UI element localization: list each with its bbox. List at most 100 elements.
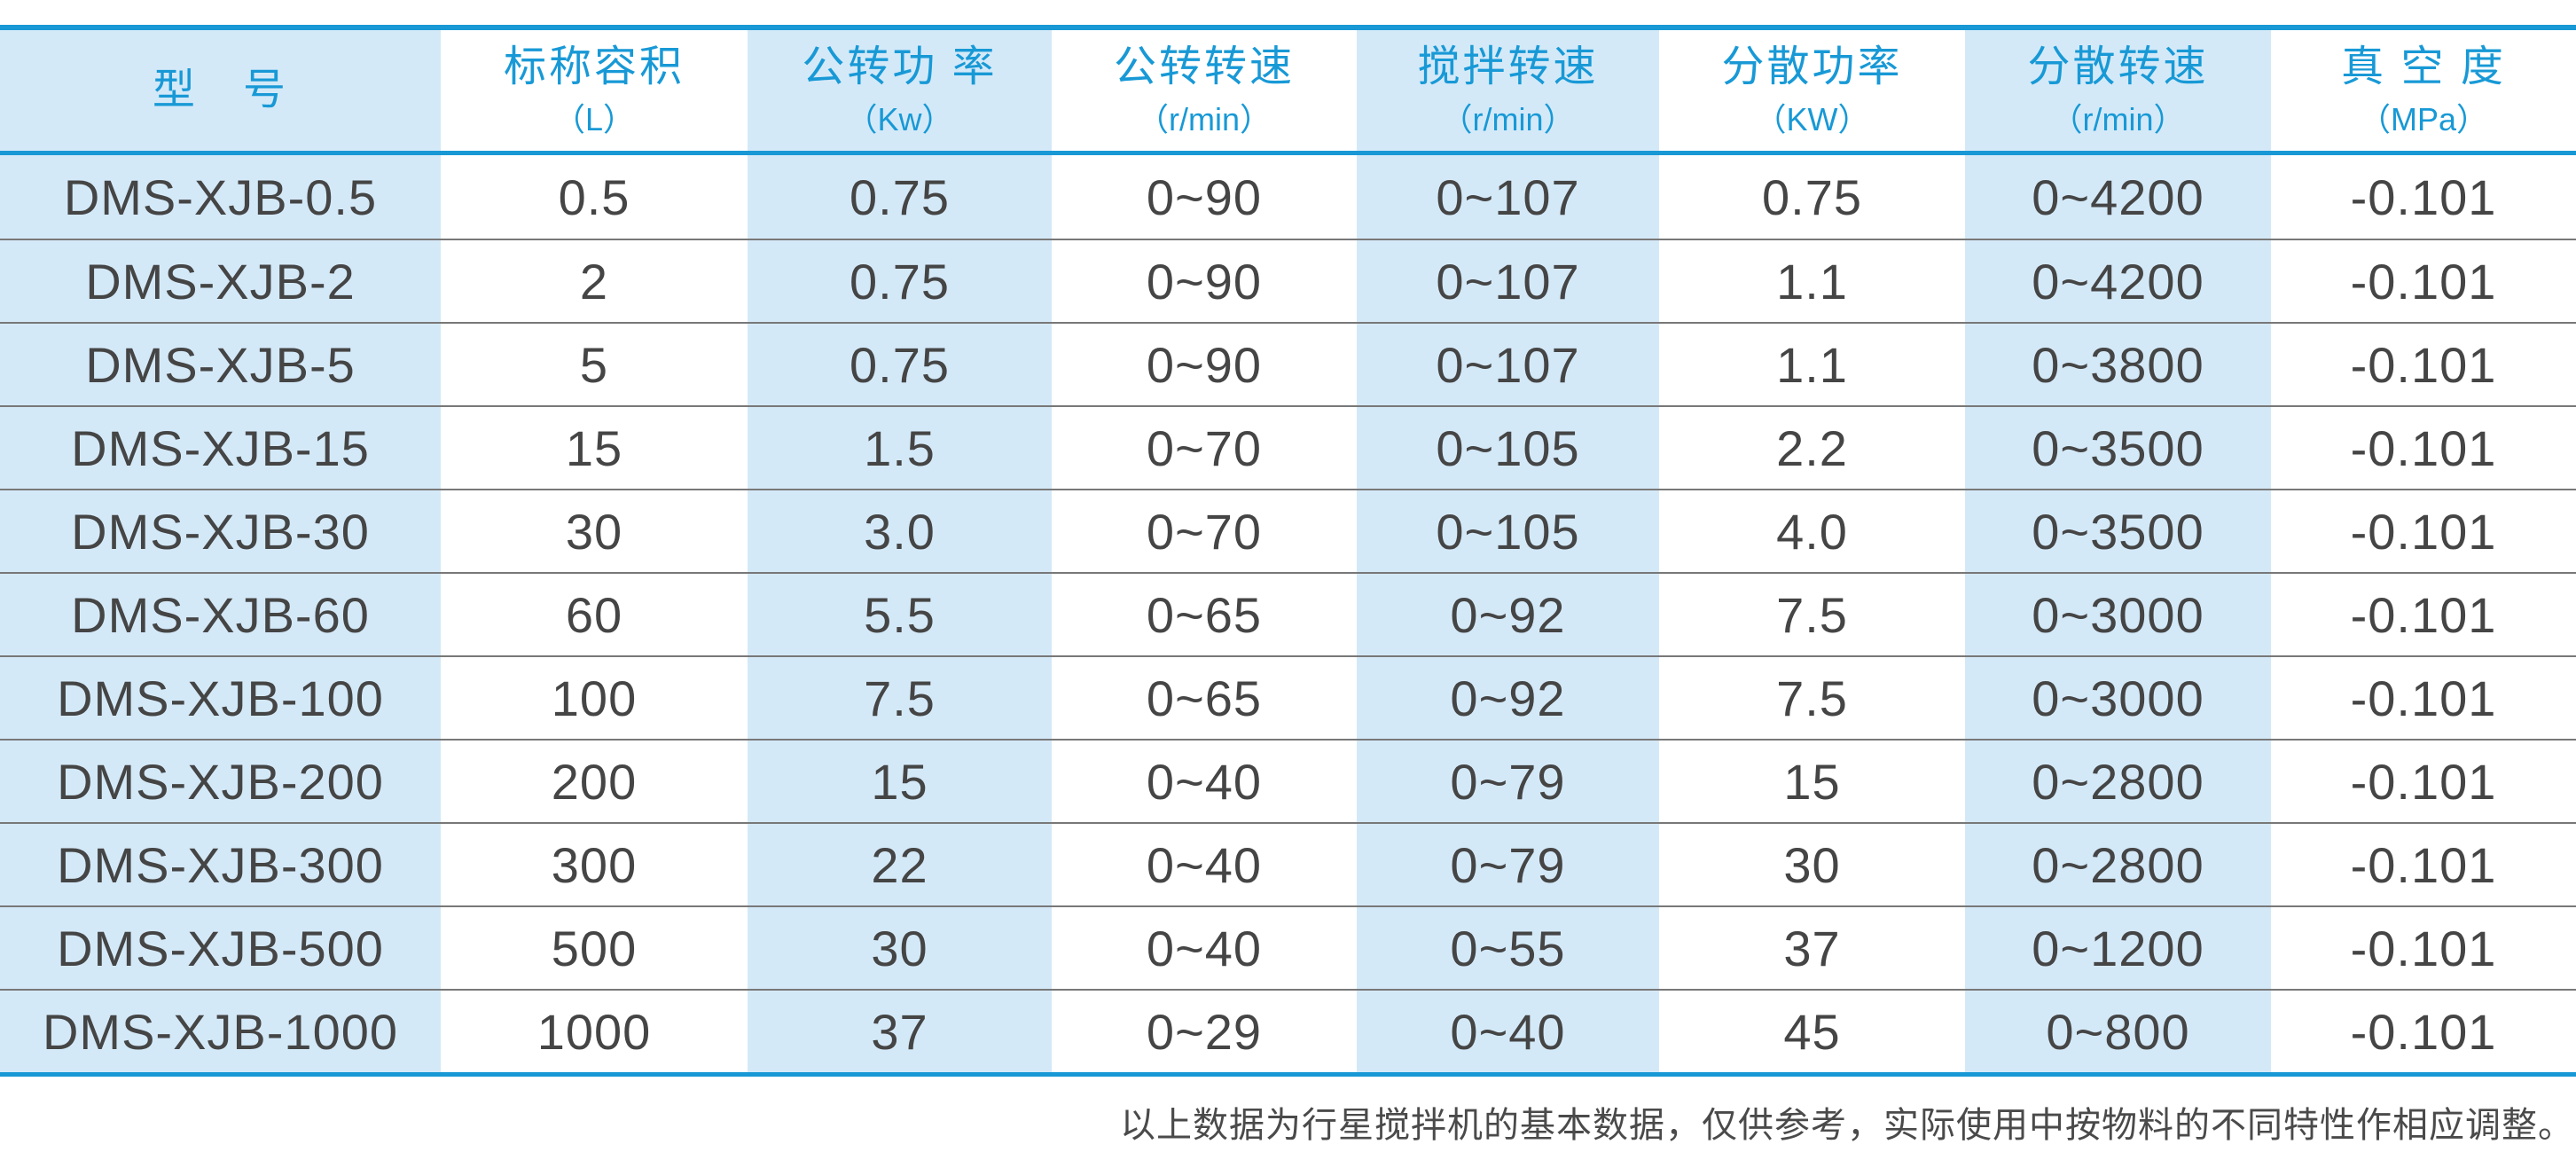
table-row: DMS-XJB-0.5 0.5 0.75 0~90 0~107 0.75 0~4200 -0.…	[0, 155, 2576, 239]
cell-rev-speed: 0~40	[1052, 741, 1357, 822]
header-unit-rev-speed: （r/min）	[1137, 100, 1272, 137]
cell-capacity: 1000	[441, 991, 748, 1072]
cell-rev-power: 22	[748, 824, 1052, 905]
cell-disp-speed: 0~3500	[1965, 407, 2271, 489]
cell-vacuum: -0.101	[2271, 657, 2576, 739]
cell-vacuum: -0.101	[2271, 490, 2576, 572]
cell-rev-speed: 0~40	[1052, 824, 1357, 905]
cell-stir-speed: 0~105	[1357, 407, 1659, 489]
cell-rev-power: 5.5	[748, 574, 1052, 655]
header-label-rev-speed: 公转转速	[1113, 43, 1295, 90]
header-label-vacuum: 真 空 度	[2341, 43, 2506, 90]
cell-model: DMS-XJB-15	[0, 407, 441, 489]
cell-rev-power: 30	[748, 907, 1052, 989]
cell-capacity: 30	[441, 490, 748, 572]
header-unit-disp-power: （KW）	[1754, 100, 1870, 137]
cell-capacity: 200	[441, 741, 748, 822]
cell-stir-speed: 0~92	[1357, 657, 1659, 739]
cell-rev-speed: 0~70	[1052, 407, 1357, 489]
cell-model: DMS-XJB-500	[0, 907, 441, 989]
cell-capacity: 0.5	[441, 155, 748, 239]
table-row: DMS-XJB-15 15 1.5 0~70 0~105 2.2 0~3500 -0.101	[0, 405, 2576, 489]
cell-model: DMS-XJB-1000	[0, 991, 441, 1072]
cell-capacity: 100	[441, 657, 748, 739]
cell-disp-power: 7.5	[1659, 574, 1965, 655]
header-unit-disp-speed: （r/min）	[2050, 100, 2186, 137]
cell-disp-power: 37	[1659, 907, 1965, 989]
header-col-capacity: 标称容积 （L）	[441, 30, 748, 151]
cell-vacuum: -0.101	[2271, 155, 2576, 239]
header-col-rev-speed: 公转转速 （r/min）	[1052, 30, 1357, 151]
cell-rev-speed: 0~90	[1052, 324, 1357, 405]
cell-rev-speed: 0~65	[1052, 657, 1357, 739]
cell-rev-power: 15	[748, 741, 1052, 822]
header-col-disp-speed: 分散转速 （r/min）	[1965, 30, 2271, 151]
cell-disp-power: 30	[1659, 824, 1965, 905]
header-unit-stir-speed: （r/min）	[1440, 100, 1576, 137]
cell-disp-power: 1.1	[1659, 240, 1965, 322]
cell-disp-speed: 0~2800	[1965, 824, 2271, 905]
header-col-vacuum: 真 空 度 （MPa）	[2271, 30, 2576, 151]
table-row: DMS-XJB-1000 1000 37 0~29 0~40 45 0~800 -0.101	[0, 989, 2576, 1072]
cell-disp-speed: 0~2800	[1965, 741, 2271, 822]
table-row: DMS-XJB-500 500 30 0~40 0~55 37 0~1200 -0.101	[0, 905, 2576, 989]
cell-vacuum: -0.101	[2271, 824, 2576, 905]
cell-stir-speed: 0~79	[1357, 824, 1659, 905]
cell-vacuum: -0.101	[2271, 991, 2576, 1072]
table-row: DMS-XJB-300 300 22 0~40 0~79 30 0~2800 -0.101	[0, 822, 2576, 905]
header-unit-rev-power: （Kw）	[845, 100, 954, 137]
cell-rev-speed: 0~65	[1052, 574, 1357, 655]
table-row: DMS-XJB-100 100 7.5 0~65 0~92 7.5 0~3000 -0.101	[0, 655, 2576, 739]
cell-vacuum: -0.101	[2271, 240, 2576, 322]
header-col-disp-power: 分散功率 （KW）	[1659, 30, 1965, 151]
header-label-disp-speed: 分散转速	[2027, 43, 2209, 90]
table-row: DMS-XJB-5 5 0.75 0~90 0~107 1.1 0~3800 -0.101	[0, 322, 2576, 405]
table-row: DMS-XJB-200 200 15 0~40 0~79 15 0~2800 -0.101	[0, 739, 2576, 822]
cell-disp-power: 45	[1659, 991, 1965, 1072]
cell-model: DMS-XJB-60	[0, 574, 441, 655]
header-col-model: 型 号	[0, 30, 441, 151]
cell-vacuum: -0.101	[2271, 574, 2576, 655]
cell-capacity: 5	[441, 324, 748, 405]
cell-model: DMS-XJB-5	[0, 324, 441, 405]
spec-table-body: DMS-XJB-0.5 0.5 0.75 0~90 0~107 0.75 0~4200 -0.…	[0, 155, 2576, 1077]
cell-rev-speed: 0~40	[1052, 907, 1357, 989]
cell-rev-power: 0.75	[748, 324, 1052, 405]
cell-rev-speed: 0~29	[1052, 991, 1357, 1072]
cell-disp-speed: 0~4200	[1965, 155, 2271, 239]
cell-stir-speed: 0~79	[1357, 741, 1659, 822]
spec-table-header: 型 号 标称容积 （L） 公转功 率 （Kw） 公转转速 （r/min） 搅拌转速 （r/min…	[0, 25, 2576, 155]
table-row: DMS-XJB-30 30 3.0 0~70 0~105 4.0 0~3500 -0.101	[0, 489, 2576, 572]
cell-rev-power: 7.5	[748, 657, 1052, 739]
cell-disp-power: 1.1	[1659, 324, 1965, 405]
header-label-capacity: 标称容积	[503, 43, 685, 90]
cell-model: DMS-XJB-2	[0, 240, 441, 322]
cell-rev-power: 0.75	[748, 155, 1052, 239]
cell-stir-speed: 0~40	[1357, 991, 1659, 1072]
header-unit-vacuum: （MPa）	[2358, 100, 2489, 137]
cell-capacity: 60	[441, 574, 748, 655]
cell-disp-power: 2.2	[1659, 407, 1965, 489]
spec-table: 型 号 标称容积 （L） 公转功 率 （Kw） 公转转速 （r/min） 搅拌转速 （r/min…	[0, 25, 2576, 1077]
cell-vacuum: -0.101	[2271, 907, 2576, 989]
cell-model: DMS-XJB-100	[0, 657, 441, 739]
footer-note: 以上数据为行星搅拌机的基本数据，仅供参考，实际使用中按物料的不同特性作相应调整。	[1120, 1105, 2574, 1146]
table-row: DMS-XJB-2 2 0.75 0~90 0~107 1.1 0~4200 -0.101	[0, 239, 2576, 322]
cell-capacity: 300	[441, 824, 748, 905]
cell-disp-power: 4.0	[1659, 490, 1965, 572]
cell-disp-power: 7.5	[1659, 657, 1965, 739]
cell-rev-power: 3.0	[748, 490, 1052, 572]
cell-model: DMS-XJB-30	[0, 490, 441, 572]
header-col-stir-speed: 搅拌转速 （r/min）	[1357, 30, 1659, 151]
cell-stir-speed: 0~55	[1357, 907, 1659, 989]
cell-model: DMS-XJB-300	[0, 824, 441, 905]
cell-stir-speed: 0~107	[1357, 155, 1659, 239]
cell-stir-speed: 0~107	[1357, 240, 1659, 322]
cell-rev-power: 0.75	[748, 240, 1052, 322]
cell-capacity: 2	[441, 240, 748, 322]
table-row: DMS-XJB-60 60 5.5 0~65 0~92 7.5 0~3000 -0.101	[0, 572, 2576, 655]
cell-stir-speed: 0~107	[1357, 324, 1659, 405]
cell-disp-speed: 0~4200	[1965, 240, 2271, 322]
cell-model: DMS-XJB-200	[0, 741, 441, 822]
cell-vacuum: -0.101	[2271, 324, 2576, 405]
